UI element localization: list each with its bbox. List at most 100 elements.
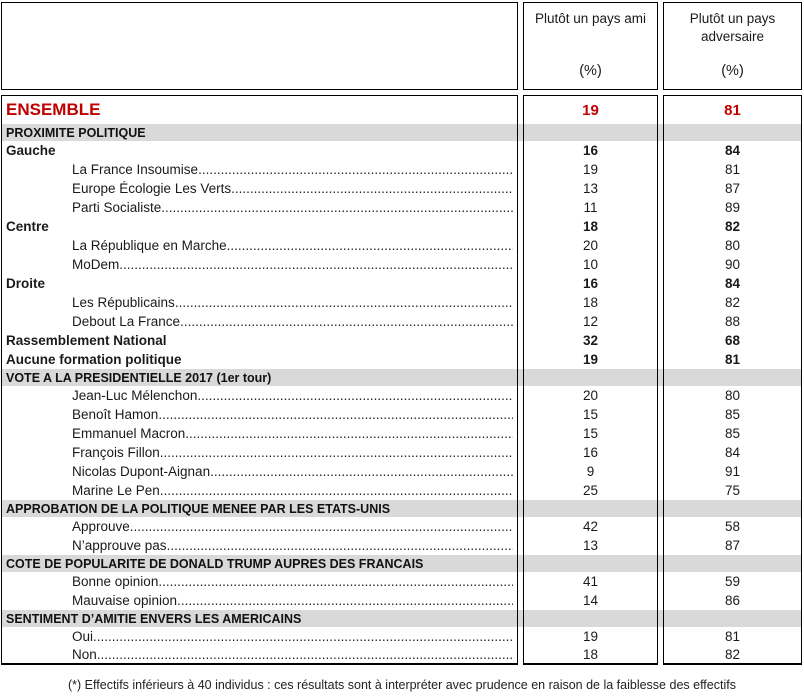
dot-leader — [158, 407, 513, 422]
footnote: (*) Effectifs inférieurs à 40 individus … — [68, 678, 736, 692]
row-label: COTE DE POPULARITE DE DONALD TRUMP AUPRE… — [6, 556, 424, 571]
value-ami: 18 — [523, 293, 658, 312]
row-label-cell: La République en Marche — [1, 236, 518, 255]
table-row: MoDem 10 90 — [1, 255, 803, 274]
table-row: La République en Marche 20 80 — [1, 236, 803, 255]
value-adversaire — [663, 555, 802, 572]
value-ami: 13 — [523, 179, 658, 198]
section-row: VOTE A LA PRESIDENTIELLE 2017 (1er tour) — [1, 369, 803, 386]
column-header-ami-label: Plutôt un pays ami — [534, 11, 647, 26]
row-label: Aucune formation politique — [6, 352, 182, 367]
table-row: Europe Écologie Les Verts 13 87 — [1, 179, 803, 198]
table-row: Benoît Hamon 15 85 — [1, 405, 803, 424]
value-adversaire: 82 — [663, 217, 802, 236]
value-ami — [523, 555, 658, 572]
value-ami: 16 — [523, 443, 658, 462]
ensemble-label-cell: ENSEMBLE — [1, 95, 518, 124]
row-label: Gauche — [6, 143, 56, 158]
row-label: Marine Le Pen — [72, 483, 160, 498]
row-label: Rassemblement National — [6, 333, 167, 348]
dot-leader — [227, 238, 513, 253]
table-row: Droite 16 84 — [1, 274, 803, 293]
table-row: Parti Socialiste 11 89 — [1, 198, 803, 217]
value-adversaire: 87 — [663, 179, 802, 198]
row-label-cell: Debout La France — [1, 312, 518, 331]
value-ami: 32 — [523, 331, 658, 350]
dot-leader — [198, 162, 513, 177]
value-adversaire: 59 — [663, 572, 802, 591]
value-ami: 14 — [523, 591, 658, 610]
value-adversaire — [663, 500, 802, 517]
table-row: François Fillon 16 84 — [1, 443, 803, 462]
table-row: Aucune formation politique 19 81 — [1, 350, 803, 369]
header-empty-cell — [1, 2, 518, 90]
dot-leader — [93, 629, 513, 644]
value-ami: 41 — [523, 572, 658, 591]
value-ami: 20 — [523, 236, 658, 255]
column-gap — [658, 610, 663, 627]
column-gap — [518, 610, 523, 627]
value-adversaire: 81 — [663, 627, 802, 646]
value-adversaire: 82 — [663, 646, 802, 665]
row-label-cell: François Fillon — [1, 443, 518, 462]
value-ami: 42 — [523, 517, 658, 536]
dot-leader — [180, 314, 513, 329]
row-label: Centre — [6, 219, 49, 234]
table-row: Rassemblement National 32 68 — [1, 331, 803, 350]
section-row: PROXIMITE POLITIQUE — [1, 124, 803, 141]
row-label: MoDem — [72, 257, 120, 272]
value-adversaire — [663, 369, 802, 386]
value-adversaire: 80 — [663, 236, 802, 255]
row-label: François Fillon — [72, 445, 160, 460]
row-label: La France Insoumise — [72, 162, 199, 177]
value-adversaire: 84 — [663, 141, 802, 160]
row-label: Bonne opinion — [72, 574, 159, 589]
table-row: Approuve 42 58 — [1, 517, 803, 536]
value-ami: 13 — [523, 536, 658, 555]
row-label-cell: Nicolas Dupont-Aignan — [1, 462, 518, 481]
row-label: Mauvaise opinion — [72, 593, 178, 608]
table-row: Debout La France 12 88 — [1, 312, 803, 331]
value-adversaire: 82 — [663, 293, 802, 312]
column-header-ami-unit: (%) — [579, 63, 602, 80]
row-label-cell: La France Insoumise — [1, 160, 518, 179]
row-label-cell: Benoît Hamon — [1, 405, 518, 424]
row-label: APPROBATION DE LA POLITIQUE MENEE PAR LE… — [6, 501, 391, 516]
column-header-ami: Plutôt un pays ami (%) — [523, 2, 658, 90]
value-adversaire: 84 — [663, 274, 802, 293]
row-label: Droite — [6, 276, 46, 291]
table-row: La France Insoumise 19 81 — [1, 160, 803, 179]
ensemble-value-adversaire: 81 — [663, 95, 802, 124]
row-label-cell: SENTIMENT D’AMITIE ENVERS LES AMERICAINS — [1, 610, 518, 627]
value-ami: 10 — [523, 255, 658, 274]
column-gap — [518, 500, 523, 517]
value-adversaire: 81 — [663, 160, 802, 179]
value-ami: 20 — [523, 386, 658, 405]
row-label-cell: VOTE A LA PRESIDENTIELLE 2017 (1er tour) — [1, 369, 518, 386]
ensemble-value-ami: 19 — [523, 95, 658, 124]
value-ami: 19 — [523, 350, 658, 369]
value-adversaire — [663, 124, 802, 141]
row-label-cell: COTE DE POPULARITE DE DONALD TRUMP AUPRE… — [1, 555, 518, 572]
row-label: Benoît Hamon — [72, 407, 159, 422]
table-header: Plutôt un pays ami (%) Plutôt un pays ad… — [1, 2, 803, 90]
dot-leader — [185, 426, 513, 441]
dot-leader — [160, 445, 513, 460]
value-ami: 25 — [523, 481, 658, 500]
value-adversaire: 75 — [663, 481, 802, 500]
dot-leader — [177, 593, 513, 608]
row-label-cell: Europe Écologie Les Verts — [1, 179, 518, 198]
value-ami: 19 — [523, 160, 658, 179]
value-adversaire: 81 — [663, 350, 802, 369]
section-row: SENTIMENT D’AMITIE ENVERS LES AMERICAINS — [1, 610, 803, 627]
column-gap — [658, 369, 663, 386]
dot-leader — [175, 295, 513, 310]
row-label-cell: PROXIMITE POLITIQUE — [1, 124, 518, 141]
table-row: Bonne opinion 41 59 — [1, 572, 803, 591]
value-adversaire: 85 — [663, 405, 802, 424]
row-label-cell: Emmanuel Macron — [1, 424, 518, 443]
column-gap — [518, 369, 523, 386]
column-gap — [658, 555, 663, 572]
value-ami: 18 — [523, 217, 658, 236]
value-ami: 18 — [523, 646, 658, 665]
